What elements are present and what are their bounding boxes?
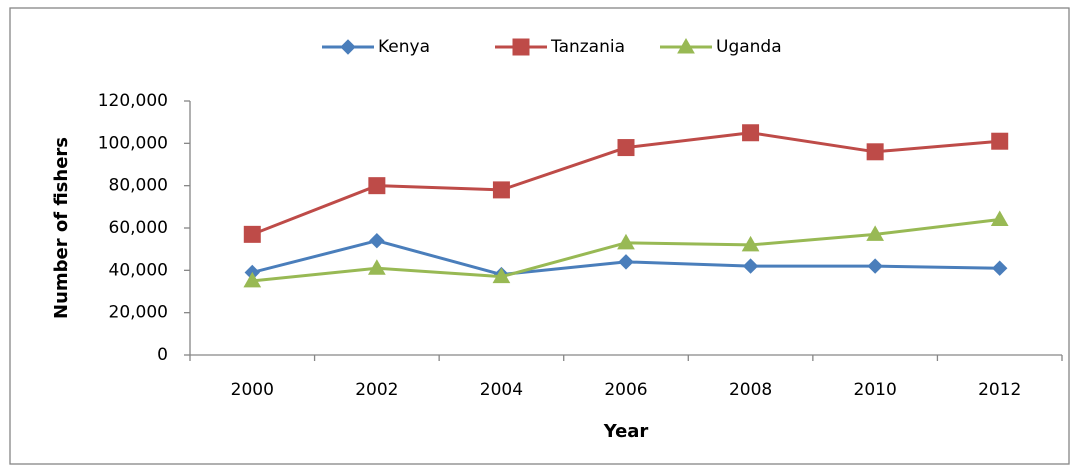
marker [866, 225, 885, 241]
y-tick-label: 80,000 [109, 176, 168, 196]
y-tick-label: 120,000 [98, 91, 168, 111]
x-tick-label: 2002 [355, 380, 398, 400]
marker [369, 232, 385, 249]
x-tick-label: 2006 [604, 380, 647, 400]
marker [243, 225, 261, 243]
marker [617, 233, 635, 250]
y-tick-label: 0 [157, 345, 168, 365]
y-tick-label: 60,000 [109, 218, 168, 238]
marker [617, 139, 635, 157]
legend-label: Tanzania [550, 37, 625, 57]
marker [990, 210, 1009, 227]
marker [618, 254, 634, 270]
x-axis-title: Year [603, 421, 649, 442]
marker [492, 267, 511, 284]
y-tick-label: 40,000 [109, 260, 168, 280]
marker [741, 235, 760, 252]
marker [368, 177, 386, 195]
legend-marker [512, 38, 530, 56]
y-tick-label: 20,000 [109, 303, 168, 323]
x-tick-label: 2008 [729, 380, 772, 400]
legend-label: Kenya [378, 37, 430, 57]
x-tick-label: 2000 [231, 380, 274, 400]
x-tick-label: 2010 [854, 380, 897, 400]
marker [991, 132, 1009, 150]
legend-label: Uganda [716, 37, 782, 57]
x-tick-label: 2004 [480, 380, 523, 400]
x-tick-label: 2012 [978, 380, 1021, 400]
y-tick-label: 100,000 [98, 133, 168, 153]
marker [367, 259, 386, 275]
marker [243, 271, 262, 288]
legend-marker [677, 37, 695, 54]
marker [866, 143, 884, 161]
marker [492, 181, 510, 199]
marker [992, 260, 1008, 276]
legend-marker [340, 39, 356, 55]
y-axis-title: Number of fishers [51, 137, 72, 319]
marker [867, 258, 883, 274]
marker [742, 124, 760, 142]
marker [742, 258, 759, 274]
chart-border [9, 7, 1070, 465]
